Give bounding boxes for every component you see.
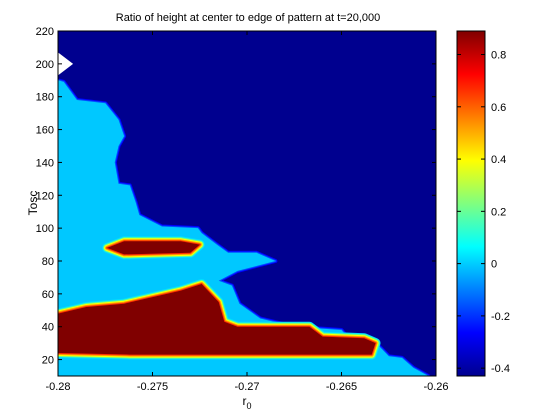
y-tick-label: 80 bbox=[42, 256, 54, 268]
y-tick-label: 60 bbox=[42, 289, 54, 301]
x-axis-label-subscript: 0 bbox=[246, 401, 251, 411]
x-axis: -0.28 -0.275 -0.27 -0.265 -0.26 bbox=[45, 31, 449, 393]
y-tick-label: 100 bbox=[36, 223, 54, 235]
y-tick-label: 120 bbox=[36, 190, 54, 202]
y-tick-label: 160 bbox=[36, 125, 54, 137]
colorbar-ticks: -0.4 -0.2 0 0.2 0.4 0.6 0.8 bbox=[457, 50, 510, 375]
colorbar-tick-label: 0 bbox=[491, 259, 497, 271]
chart-title: Ratio of height at center to edge of pat… bbox=[116, 12, 381, 24]
colorbar-tick-label: 0.6 bbox=[491, 102, 506, 114]
contour-regions bbox=[58, 31, 436, 376]
x-tick-label: -0.265 bbox=[326, 381, 357, 393]
y-tick-label: 200 bbox=[36, 59, 54, 71]
y-tick-label: 180 bbox=[36, 92, 54, 104]
colorbar-tick-label: -0.2 bbox=[491, 311, 510, 323]
y-tick-label: 220 bbox=[36, 26, 54, 38]
missing-region-0 bbox=[58, 52, 74, 76]
plot-area: -0.28 -0.275 -0.27 -0.265 -0.26 20 40 60 80 100 1… bbox=[36, 26, 449, 393]
x-axis-label-main: r bbox=[242, 394, 246, 408]
x-axis-label: r0 bbox=[242, 394, 251, 411]
colorbar-frame bbox=[456, 30, 486, 377]
y-axis-label: Tosc bbox=[26, 191, 40, 216]
y-axis: 20 40 60 80 100 120 140 160 180 200 220 bbox=[36, 26, 436, 367]
x-tick-label: -0.27 bbox=[234, 381, 259, 393]
colorbar-tick-label: 0.8 bbox=[491, 50, 506, 62]
contour-region-fill-2 bbox=[58, 284, 376, 355]
x-tick-label: -0.26 bbox=[423, 381, 448, 393]
y-tick-label: 140 bbox=[36, 157, 54, 169]
x-tick-label: -0.275 bbox=[137, 381, 168, 393]
colorbar-tick-label: -0.4 bbox=[491, 363, 510, 375]
x-tick-label: -0.28 bbox=[45, 381, 70, 393]
contour-region-fill-3 bbox=[107, 241, 200, 255]
y-tick-label: 20 bbox=[42, 355, 54, 367]
colorbar: -0.4 -0.2 0 0.2 0.4 0.6 0.8 bbox=[456, 30, 510, 377]
colorbar-tick-label: 0.4 bbox=[491, 154, 506, 166]
y-tick-label: 40 bbox=[42, 322, 54, 334]
colorbar-gradient bbox=[457, 31, 485, 376]
colorbar-tick-label: 0.2 bbox=[491, 206, 506, 218]
